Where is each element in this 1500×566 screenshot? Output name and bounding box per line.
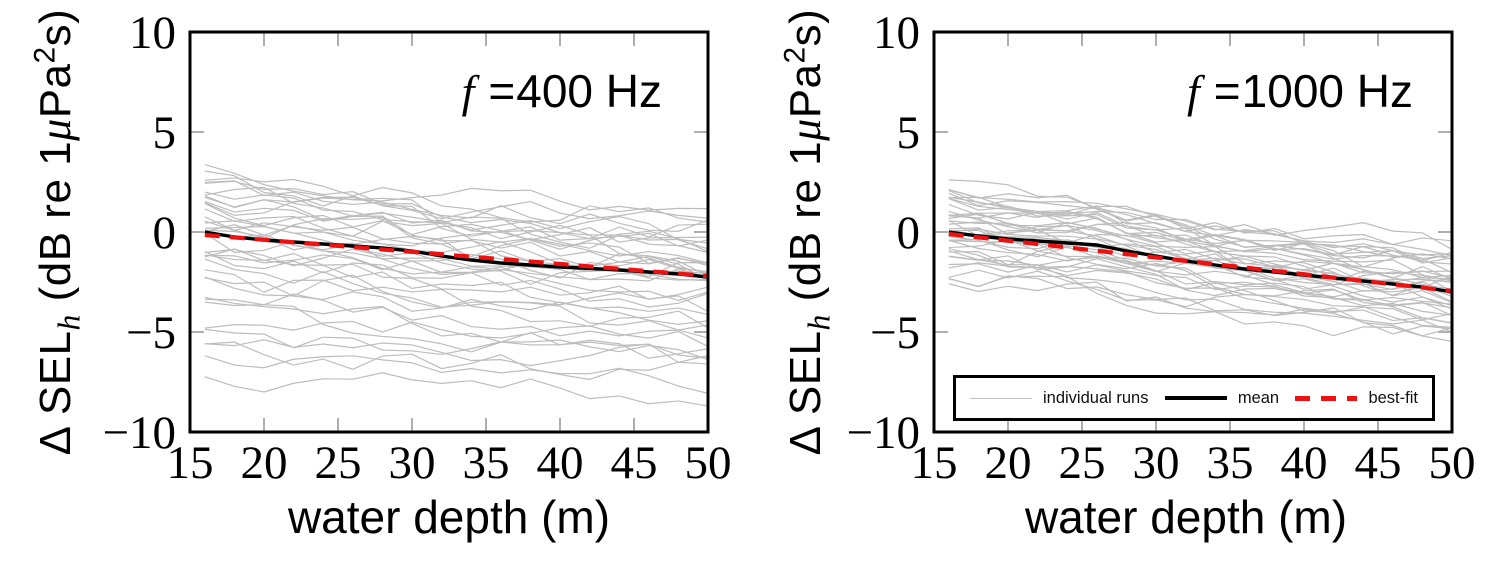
y-tick-label: 5 xyxy=(153,107,177,159)
y-tick-label: −10 xyxy=(102,407,176,459)
legend-mean-label: mean xyxy=(1237,388,1280,407)
individual-run-line xyxy=(204,269,708,329)
axes-frame xyxy=(188,30,710,434)
x-tick-label: 45 xyxy=(611,437,658,489)
individual-run-line xyxy=(948,211,1452,280)
x-tick-label: 40 xyxy=(1281,437,1328,489)
x-tick-label: 50 xyxy=(1429,437,1476,489)
panel-1000hz: 15 20 25 30 35 40 45 50 10 5 0 −5 −10 Δ SELh (dB re … xyxy=(750,0,1500,566)
plot-title-400hz: f =400 Hz xyxy=(461,65,662,117)
individual-run-line xyxy=(204,177,708,223)
x-axis-label: water depth (m) xyxy=(1024,491,1348,543)
individual-run-line xyxy=(204,163,708,211)
individual-run-line xyxy=(948,235,1452,292)
x-tick-label: 35 xyxy=(463,437,510,489)
individual-run-line xyxy=(948,229,1452,298)
individual-run-line xyxy=(204,195,708,254)
individual-run-line xyxy=(948,239,1452,310)
individual-run-line xyxy=(948,281,1452,343)
individual-run-line xyxy=(204,170,708,220)
individual-run-line xyxy=(204,296,708,361)
individual-run-line xyxy=(204,220,708,274)
individual-run-line xyxy=(204,248,708,300)
individual-run-line xyxy=(204,250,708,308)
x-tick-label: 35 xyxy=(1207,437,1254,489)
legend-best-fit-line-icon xyxy=(1295,395,1358,401)
y-axis-label: Δ SELh (dB re 1μPa2s) xyxy=(778,8,837,456)
legend-item-best-fit: best-fit xyxy=(1295,390,1418,407)
individual-run-line xyxy=(948,192,1452,257)
individual-run-line xyxy=(204,191,708,244)
x-tick-label: 50 xyxy=(685,437,732,489)
individual-run-line xyxy=(948,244,1452,305)
x-tick-label: 15 xyxy=(911,437,958,489)
individual-run-line xyxy=(204,208,708,264)
individual-run-line xyxy=(948,275,1452,337)
legend-item-individual-runs: individual runs xyxy=(970,390,1148,407)
legend-mean-line-icon xyxy=(1164,396,1227,400)
y-tick-label: −5 xyxy=(126,307,176,359)
individual-run-line xyxy=(948,255,1452,316)
legend-individual-runs-label: individual runs xyxy=(1043,388,1149,407)
y-tick-label: 10 xyxy=(873,7,920,59)
individual-run-line xyxy=(204,301,708,359)
individual-run-line xyxy=(948,262,1452,324)
individual-run-line xyxy=(204,293,708,337)
y-axis-label: Δ SELh (dB re 1μPa2s) xyxy=(28,8,87,456)
individual-run-line xyxy=(948,210,1452,274)
individual-run-line xyxy=(204,274,708,325)
individual-run-line xyxy=(204,231,708,282)
x-tick-label: 25 xyxy=(1059,437,1106,489)
individual-runs-group xyxy=(204,163,708,407)
individual-run-line xyxy=(204,355,708,394)
individual-run-line xyxy=(948,179,1452,246)
individual-run-line xyxy=(204,254,708,316)
individual-run-line xyxy=(948,228,1452,290)
legend-best-fit-label: best-fit xyxy=(1368,388,1418,407)
individual-run-line xyxy=(204,320,708,348)
legend: individual runs mean best-fit xyxy=(953,375,1435,421)
individual-run-line xyxy=(204,180,708,232)
x-tick-label: 40 xyxy=(537,437,584,489)
plot-title-1000hz: f =1000 Hz xyxy=(1187,65,1413,117)
panel-400hz: 15 20 25 30 35 40 45 50 10 5 0 −5 −10 Δ SELh (dB re … xyxy=(28,7,732,543)
individual-run-line xyxy=(204,200,708,265)
best-fit-line xyxy=(948,231,1452,294)
y-tick-label: 5 xyxy=(897,107,921,159)
y-tick-label: −10 xyxy=(846,407,920,459)
individual-run-line xyxy=(204,254,708,302)
y-tick-label: 0 xyxy=(153,207,177,259)
individual-run-line xyxy=(204,339,708,367)
x-tick-label: 20 xyxy=(241,437,288,489)
x-tick-label: 30 xyxy=(389,437,436,489)
x-tick-label: 20 xyxy=(985,437,1032,489)
legend-individual-runs-line-icon xyxy=(970,397,1032,399)
individual-run-line xyxy=(948,275,1452,335)
best-fit-line xyxy=(204,232,708,279)
individual-run-line xyxy=(948,269,1452,328)
legend-item-mean: mean xyxy=(1164,388,1280,407)
individual-run-line xyxy=(948,221,1452,283)
individual-run-line xyxy=(948,196,1452,264)
x-tick-label: 45 xyxy=(1355,437,1402,489)
individual-run-line xyxy=(204,372,708,407)
axes-frame xyxy=(932,30,1454,434)
y-tick-label: 0 xyxy=(897,207,921,259)
individual-run-line xyxy=(948,189,1452,256)
x-tick-label: 25 xyxy=(315,437,362,489)
x-tick-label: 30 xyxy=(1133,437,1180,489)
individual-run-line xyxy=(948,196,1452,265)
individual-run-line xyxy=(204,216,708,277)
individual-run-line xyxy=(948,263,1452,333)
individual-run-line xyxy=(204,258,708,313)
y-tick-label: −5 xyxy=(870,307,920,359)
x-axis-label: water depth (m) xyxy=(287,491,611,543)
individual-run-line xyxy=(204,277,708,339)
x-tick-label: 15 xyxy=(167,437,214,489)
y-tick-label: 10 xyxy=(129,7,176,59)
